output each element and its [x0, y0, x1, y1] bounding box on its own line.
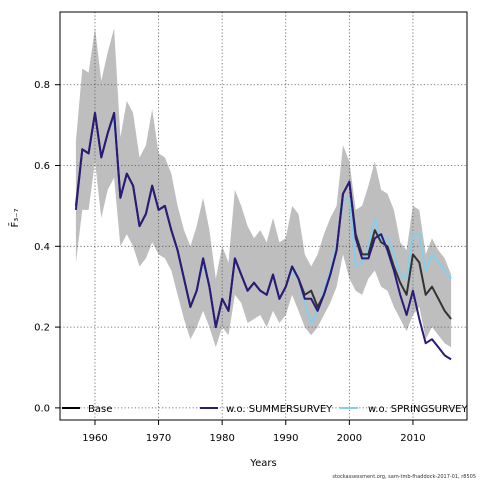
y-tick-label-0.2: 0.2 — [34, 323, 50, 334]
y-tick-label-0.4: 0.4 — [34, 242, 50, 253]
x-tick-label-1970: 1970 — [146, 433, 171, 444]
legend-label-base: Base — [88, 404, 112, 415]
x-tick-label-1990: 1990 — [273, 433, 298, 444]
confidence-band — [75, 28, 452, 348]
legend-label-w-o-springsurvey: w.o. SPRINGSURVEY — [368, 404, 468, 415]
y-tick-label-0.6: 0.6 — [34, 161, 50, 172]
y-axis-label: F̄₃₋₇ — [8, 208, 21, 227]
plot-frame — [59, 11, 468, 421]
series-layer — [74, 112, 452, 361]
confidence-band-layer — [75, 28, 452, 348]
y-tick-label-0.0: 0.0 — [34, 403, 50, 414]
tick-layer: 1960 1970 1980 1990 2000 2010 0.0 0.2 0.4 0.6 0.8 — [34, 80, 426, 444]
y-tick-label-0.8: 0.8 — [34, 80, 50, 91]
x-tick-label-1960: 1960 — [82, 433, 107, 444]
x-tick-label-2000: 2000 — [337, 433, 362, 444]
grid-layer — [60, 12, 467, 420]
series-line-w-o-summersurvey — [74, 112, 452, 361]
legend-label-w-o-summersurvey: w.o. SUMMERSURVEY — [226, 404, 333, 415]
source-caption: stockassessment.org, sam-tmb-fhaddock-20… — [332, 474, 476, 480]
legend: Base w.o. SUMMERSURVEY w.o. SPRINGSURVEY — [62, 404, 468, 415]
x-tick-label-2010: 2010 — [400, 433, 425, 444]
x-tick-label-1980: 1980 — [209, 433, 234, 444]
x-axis-label: Years — [249, 458, 276, 469]
